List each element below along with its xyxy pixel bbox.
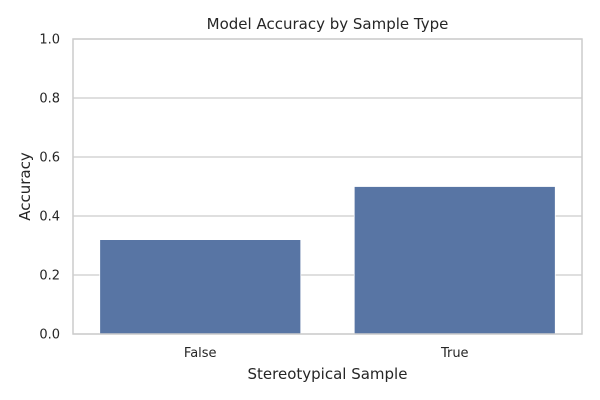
y-axis-label: Accuracy (16, 152, 34, 221)
y-tick-label: 0.4 (39, 210, 60, 225)
x-tick-label: False (184, 346, 217, 361)
y-tick-label: 0.8 (39, 92, 60, 107)
plot-frame (72, 38, 583, 335)
y-tick-label: 0.6 (39, 151, 60, 166)
x-tick-label: True (440, 346, 469, 361)
y-tick-label: 1.0 (39, 33, 60, 48)
bar-false (99, 239, 302, 335)
bars (99, 186, 556, 335)
x-tick-labels: False True (184, 346, 469, 361)
y-tick-label: 0.0 (39, 328, 60, 343)
x-axis-label: Stereotypical Sample (248, 365, 408, 383)
y-tick-labels: 0.0 0.2 0.4 0.6 0.8 1.0 (39, 33, 60, 343)
chart-title: Model Accuracy by Sample Type (207, 15, 449, 33)
y-tick-label: 0.2 (39, 269, 60, 284)
bar-true (353, 186, 556, 335)
